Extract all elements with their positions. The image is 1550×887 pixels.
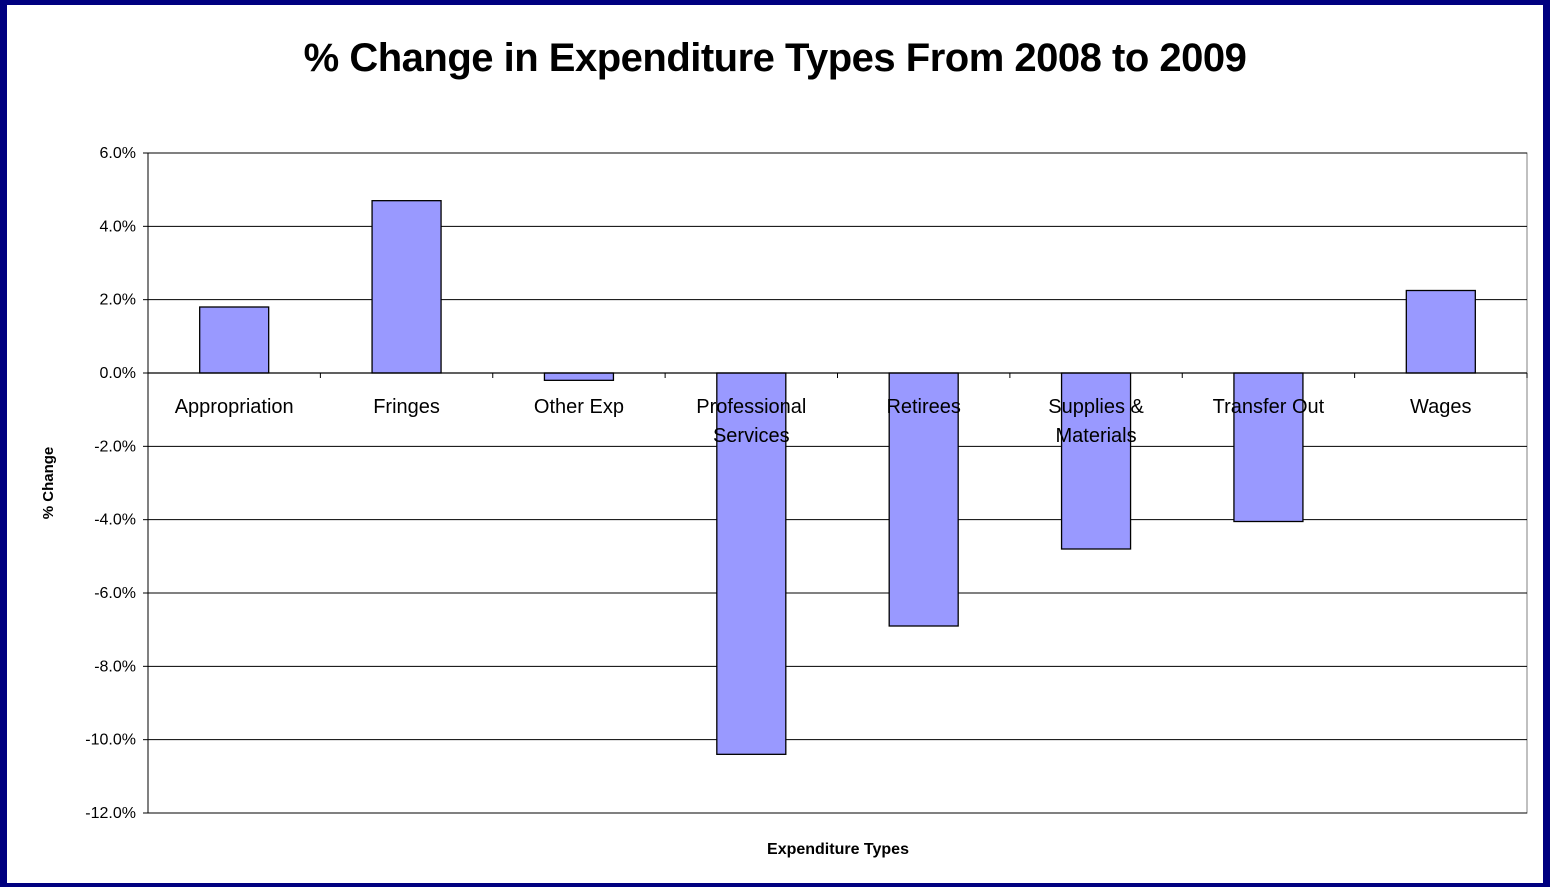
x-category-label: Other Exp bbox=[534, 396, 624, 418]
axes bbox=[143, 152, 1528, 814]
bar bbox=[1405, 289, 1476, 374]
x-category-label: Wages bbox=[1410, 396, 1472, 418]
y-tick-label: -8.0% bbox=[94, 658, 136, 675]
bar bbox=[1060, 372, 1132, 550]
y-tick-label: -2.0% bbox=[94, 438, 136, 455]
chart-title: % Change in Expenditure Types From 2008 … bbox=[303, 36, 1247, 80]
y-tick-label: 0.0% bbox=[100, 365, 136, 382]
bar bbox=[1233, 372, 1304, 523]
plot-area bbox=[147, 152, 1528, 814]
y-tick-label: -6.0% bbox=[94, 585, 136, 602]
y-tick-label: 6.0% bbox=[100, 145, 136, 162]
y-tick-label: -4.0% bbox=[94, 512, 136, 529]
y-tick-label: -12.0% bbox=[85, 805, 136, 822]
y-tick-label: 2.0% bbox=[100, 292, 136, 309]
x-category-label: Transfer Out bbox=[1213, 396, 1325, 418]
x-category-label: Professional Services bbox=[696, 396, 806, 447]
x-category-label: Appropriation bbox=[175, 396, 294, 418]
x-category-label: Retirees bbox=[886, 396, 960, 418]
bar bbox=[888, 372, 959, 627]
x-category-label: Fringes bbox=[373, 396, 440, 418]
bar bbox=[543, 372, 615, 381]
y-tick-labels: 6.0% 4.0% 2.0% 0.0% -2.0% -4.0% -6.0% -8.0% -10.… bbox=[85, 145, 136, 822]
bar bbox=[716, 372, 787, 755]
bar bbox=[199, 306, 270, 374]
x-axis-label: Expenditure Types bbox=[767, 841, 909, 858]
x-category-labels: Appropriation Fringes Other Exp Professiona… bbox=[175, 396, 1472, 447]
y-tick-label: -10.0% bbox=[85, 732, 136, 749]
bar bbox=[371, 200, 442, 374]
x-category-label: Supplies & Materials bbox=[1048, 396, 1144, 447]
y-axis-label: % Change bbox=[40, 447, 57, 520]
y-tick-label: 4.0% bbox=[100, 218, 136, 235]
